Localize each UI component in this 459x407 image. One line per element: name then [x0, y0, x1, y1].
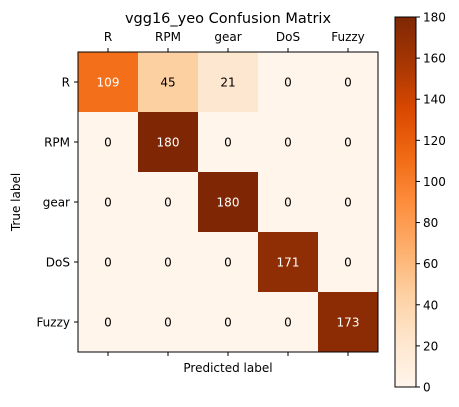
heatmap-cell: [78, 112, 139, 173]
colorbar-tick-label: 0: [423, 381, 431, 395]
heatmap-cell: [138, 232, 199, 293]
heatmap-cell: [138, 112, 199, 173]
heatmap-cell: [198, 232, 259, 293]
colorbar-tick-label: 20: [423, 339, 438, 353]
cell-value-label: 0: [164, 196, 172, 210]
heatmap-cell: [198, 172, 259, 233]
heatmap-cell: [78, 292, 139, 353]
cell-value-label: 180: [217, 196, 240, 210]
cell-value-label: 0: [224, 316, 232, 330]
heatmap-cell: [318, 232, 379, 293]
heatmap-cell: [138, 52, 199, 113]
x-tick-label: RPM: [155, 30, 181, 44]
colorbar-tick-label: 80: [423, 216, 438, 230]
colorbar-tick-label: 100: [423, 175, 446, 189]
y-tick-label: R: [62, 76, 70, 90]
colorbar-ticks: 0 20 40 60 80 100 120 140 160 180: [416, 11, 446, 395]
cell-value-label: 0: [344, 256, 352, 270]
x-tick-label: Fuzzy: [331, 30, 365, 44]
heatmap-cell: [258, 292, 319, 353]
colorbar-tick-label: 140: [423, 93, 446, 107]
heatmap-cell: [258, 52, 319, 113]
heatmap-cell: [258, 172, 319, 233]
y-axis-label: True label: [9, 173, 23, 232]
cell-value-label: 180: [157, 136, 180, 150]
cell-labels: 109 45 21 0 0 0 180 0 0 0 0 0 180 0 0 0 0 0 171 0 0 0 0 0 173: [97, 76, 360, 330]
x-axis-ticks: R RPM gear DoS Fuzzy: [104, 30, 365, 356]
cell-value-label: 0: [164, 316, 172, 330]
heatmap-cell: [78, 232, 139, 293]
cell-value-label: 0: [104, 136, 112, 150]
cell-value-label: 45: [160, 76, 175, 90]
y-axis-ticks: R RPM gear DoS Fuzzy: [36, 76, 78, 330]
heatmap-cell: [318, 292, 379, 353]
heatmap-cell: [318, 52, 379, 113]
cell-value-label: 0: [164, 256, 172, 270]
colorbar-tick-label: 180: [423, 11, 446, 25]
cell-value-label: 0: [104, 316, 112, 330]
cell-value-label: 0: [284, 136, 292, 150]
heatmap-cell: [198, 292, 259, 353]
y-tick-label: RPM: [44, 136, 70, 150]
colorbar-tick-label: 120: [423, 134, 446, 148]
heatmap-cell: [258, 232, 319, 293]
colorbar: [394, 16, 417, 388]
y-tick-label: Fuzzy: [36, 316, 70, 330]
y-tick-label: DoS: [46, 256, 70, 270]
cell-value-label: 0: [284, 316, 292, 330]
heatmap-cell: [78, 52, 139, 113]
heatmap-cell: [258, 112, 319, 173]
cell-value-label: 0: [344, 136, 352, 150]
cell-value-label: 0: [344, 196, 352, 210]
cell-value-label: 0: [104, 196, 112, 210]
x-tick-label: R: [104, 30, 112, 44]
x-tick-label: gear: [214, 30, 241, 44]
chart-title: vgg16_yeo Confusion Matrix: [125, 11, 331, 27]
heatmap-cell: [318, 112, 379, 173]
colorbar-tick-label: 40: [423, 298, 438, 312]
heatmap-cell: [198, 112, 259, 173]
heatmap-cell: [78, 172, 139, 233]
heatmap-cell: [138, 292, 199, 353]
cell-value-label: 0: [224, 256, 232, 270]
cell-value-label: 173: [337, 316, 360, 330]
x-axis-label: Predicted label: [183, 361, 272, 375]
cell-value-label: 109: [97, 76, 120, 90]
cell-value-label: 0: [284, 76, 292, 90]
colorbar-tick-label: 60: [423, 257, 438, 271]
cell-value-label: 0: [104, 256, 112, 270]
x-tick-label: DoS: [276, 30, 300, 44]
heatmap-cell: [198, 52, 259, 113]
cell-value-label: 171: [277, 256, 300, 270]
y-tick-label: gear: [43, 196, 70, 210]
cell-value-label: 0: [224, 136, 232, 150]
heatmap-cells: [78, 52, 379, 353]
cell-value-label: 0: [284, 196, 292, 210]
cell-value-label: 21: [220, 76, 235, 90]
cell-value-label: 0: [344, 76, 352, 90]
colorbar-tick-label: 160: [423, 52, 446, 66]
heatmap-cell: [138, 172, 199, 233]
heatmap-cell: [318, 172, 379, 233]
